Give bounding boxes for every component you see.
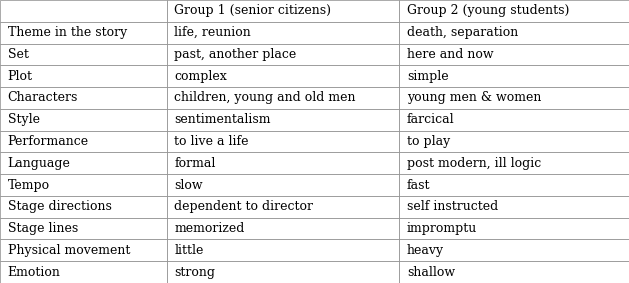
Text: to play: to play: [407, 135, 450, 148]
Text: Language: Language: [8, 157, 70, 170]
Bar: [167, 109, 399, 131]
Bar: [0, 109, 167, 131]
Text: children, young and old men: children, young and old men: [174, 91, 356, 104]
Text: Physical movement: Physical movement: [8, 244, 130, 257]
Bar: [399, 87, 629, 109]
Bar: [167, 44, 399, 65]
Text: memorized: memorized: [174, 222, 245, 235]
Bar: [399, 44, 629, 65]
Bar: [399, 174, 629, 196]
Bar: [167, 196, 399, 218]
Bar: [0, 131, 167, 152]
Bar: [0, 152, 167, 174]
Text: Group 1 (senior citizens): Group 1 (senior citizens): [174, 4, 331, 17]
Text: Style: Style: [8, 113, 40, 126]
Text: fast: fast: [407, 179, 430, 192]
Text: Set: Set: [8, 48, 28, 61]
Text: heavy: heavy: [407, 244, 444, 257]
Bar: [0, 65, 167, 87]
Bar: [0, 174, 167, 196]
Text: Group 2 (young students): Group 2 (young students): [407, 4, 569, 17]
Bar: [167, 261, 399, 283]
Bar: [0, 196, 167, 218]
Bar: [399, 196, 629, 218]
Bar: [399, 109, 629, 131]
Text: simple: simple: [407, 70, 448, 83]
Text: death, separation: death, separation: [407, 26, 518, 39]
Bar: [167, 131, 399, 152]
Text: little: little: [174, 244, 204, 257]
Text: life, reunion: life, reunion: [174, 26, 251, 39]
Bar: [399, 22, 629, 44]
Bar: [167, 174, 399, 196]
Text: Theme in the story: Theme in the story: [8, 26, 127, 39]
Bar: [399, 261, 629, 283]
Text: strong: strong: [174, 266, 215, 279]
Text: Stage directions: Stage directions: [8, 200, 111, 213]
Text: post modern, ill logic: post modern, ill logic: [407, 157, 541, 170]
Text: Emotion: Emotion: [8, 266, 60, 279]
Bar: [399, 152, 629, 174]
Text: Characters: Characters: [8, 91, 78, 104]
Bar: [399, 131, 629, 152]
Text: to live a life: to live a life: [174, 135, 248, 148]
Bar: [0, 261, 167, 283]
Bar: [399, 0, 629, 22]
Text: dependent to director: dependent to director: [174, 200, 313, 213]
Text: impromptu: impromptu: [407, 222, 477, 235]
Text: past, another place: past, another place: [174, 48, 296, 61]
Text: Plot: Plot: [8, 70, 33, 83]
Text: sentimentalism: sentimentalism: [174, 113, 270, 126]
Text: self instructed: self instructed: [407, 200, 498, 213]
Text: Performance: Performance: [8, 135, 89, 148]
Bar: [399, 218, 629, 239]
Bar: [167, 239, 399, 261]
Bar: [167, 218, 399, 239]
Text: young men & women: young men & women: [407, 91, 542, 104]
Bar: [167, 0, 399, 22]
Text: here and now: here and now: [407, 48, 494, 61]
Bar: [167, 152, 399, 174]
Text: Tempo: Tempo: [8, 179, 50, 192]
Text: slow: slow: [174, 179, 203, 192]
Bar: [399, 65, 629, 87]
Text: Stage lines: Stage lines: [8, 222, 78, 235]
Bar: [167, 87, 399, 109]
Bar: [167, 65, 399, 87]
Text: shallow: shallow: [407, 266, 455, 279]
Bar: [0, 239, 167, 261]
Bar: [0, 0, 167, 22]
Text: complex: complex: [174, 70, 227, 83]
Bar: [0, 218, 167, 239]
Bar: [0, 44, 167, 65]
Bar: [0, 22, 167, 44]
Bar: [167, 22, 399, 44]
Text: formal: formal: [174, 157, 216, 170]
Bar: [0, 87, 167, 109]
Text: farcical: farcical: [407, 113, 455, 126]
Bar: [399, 239, 629, 261]
